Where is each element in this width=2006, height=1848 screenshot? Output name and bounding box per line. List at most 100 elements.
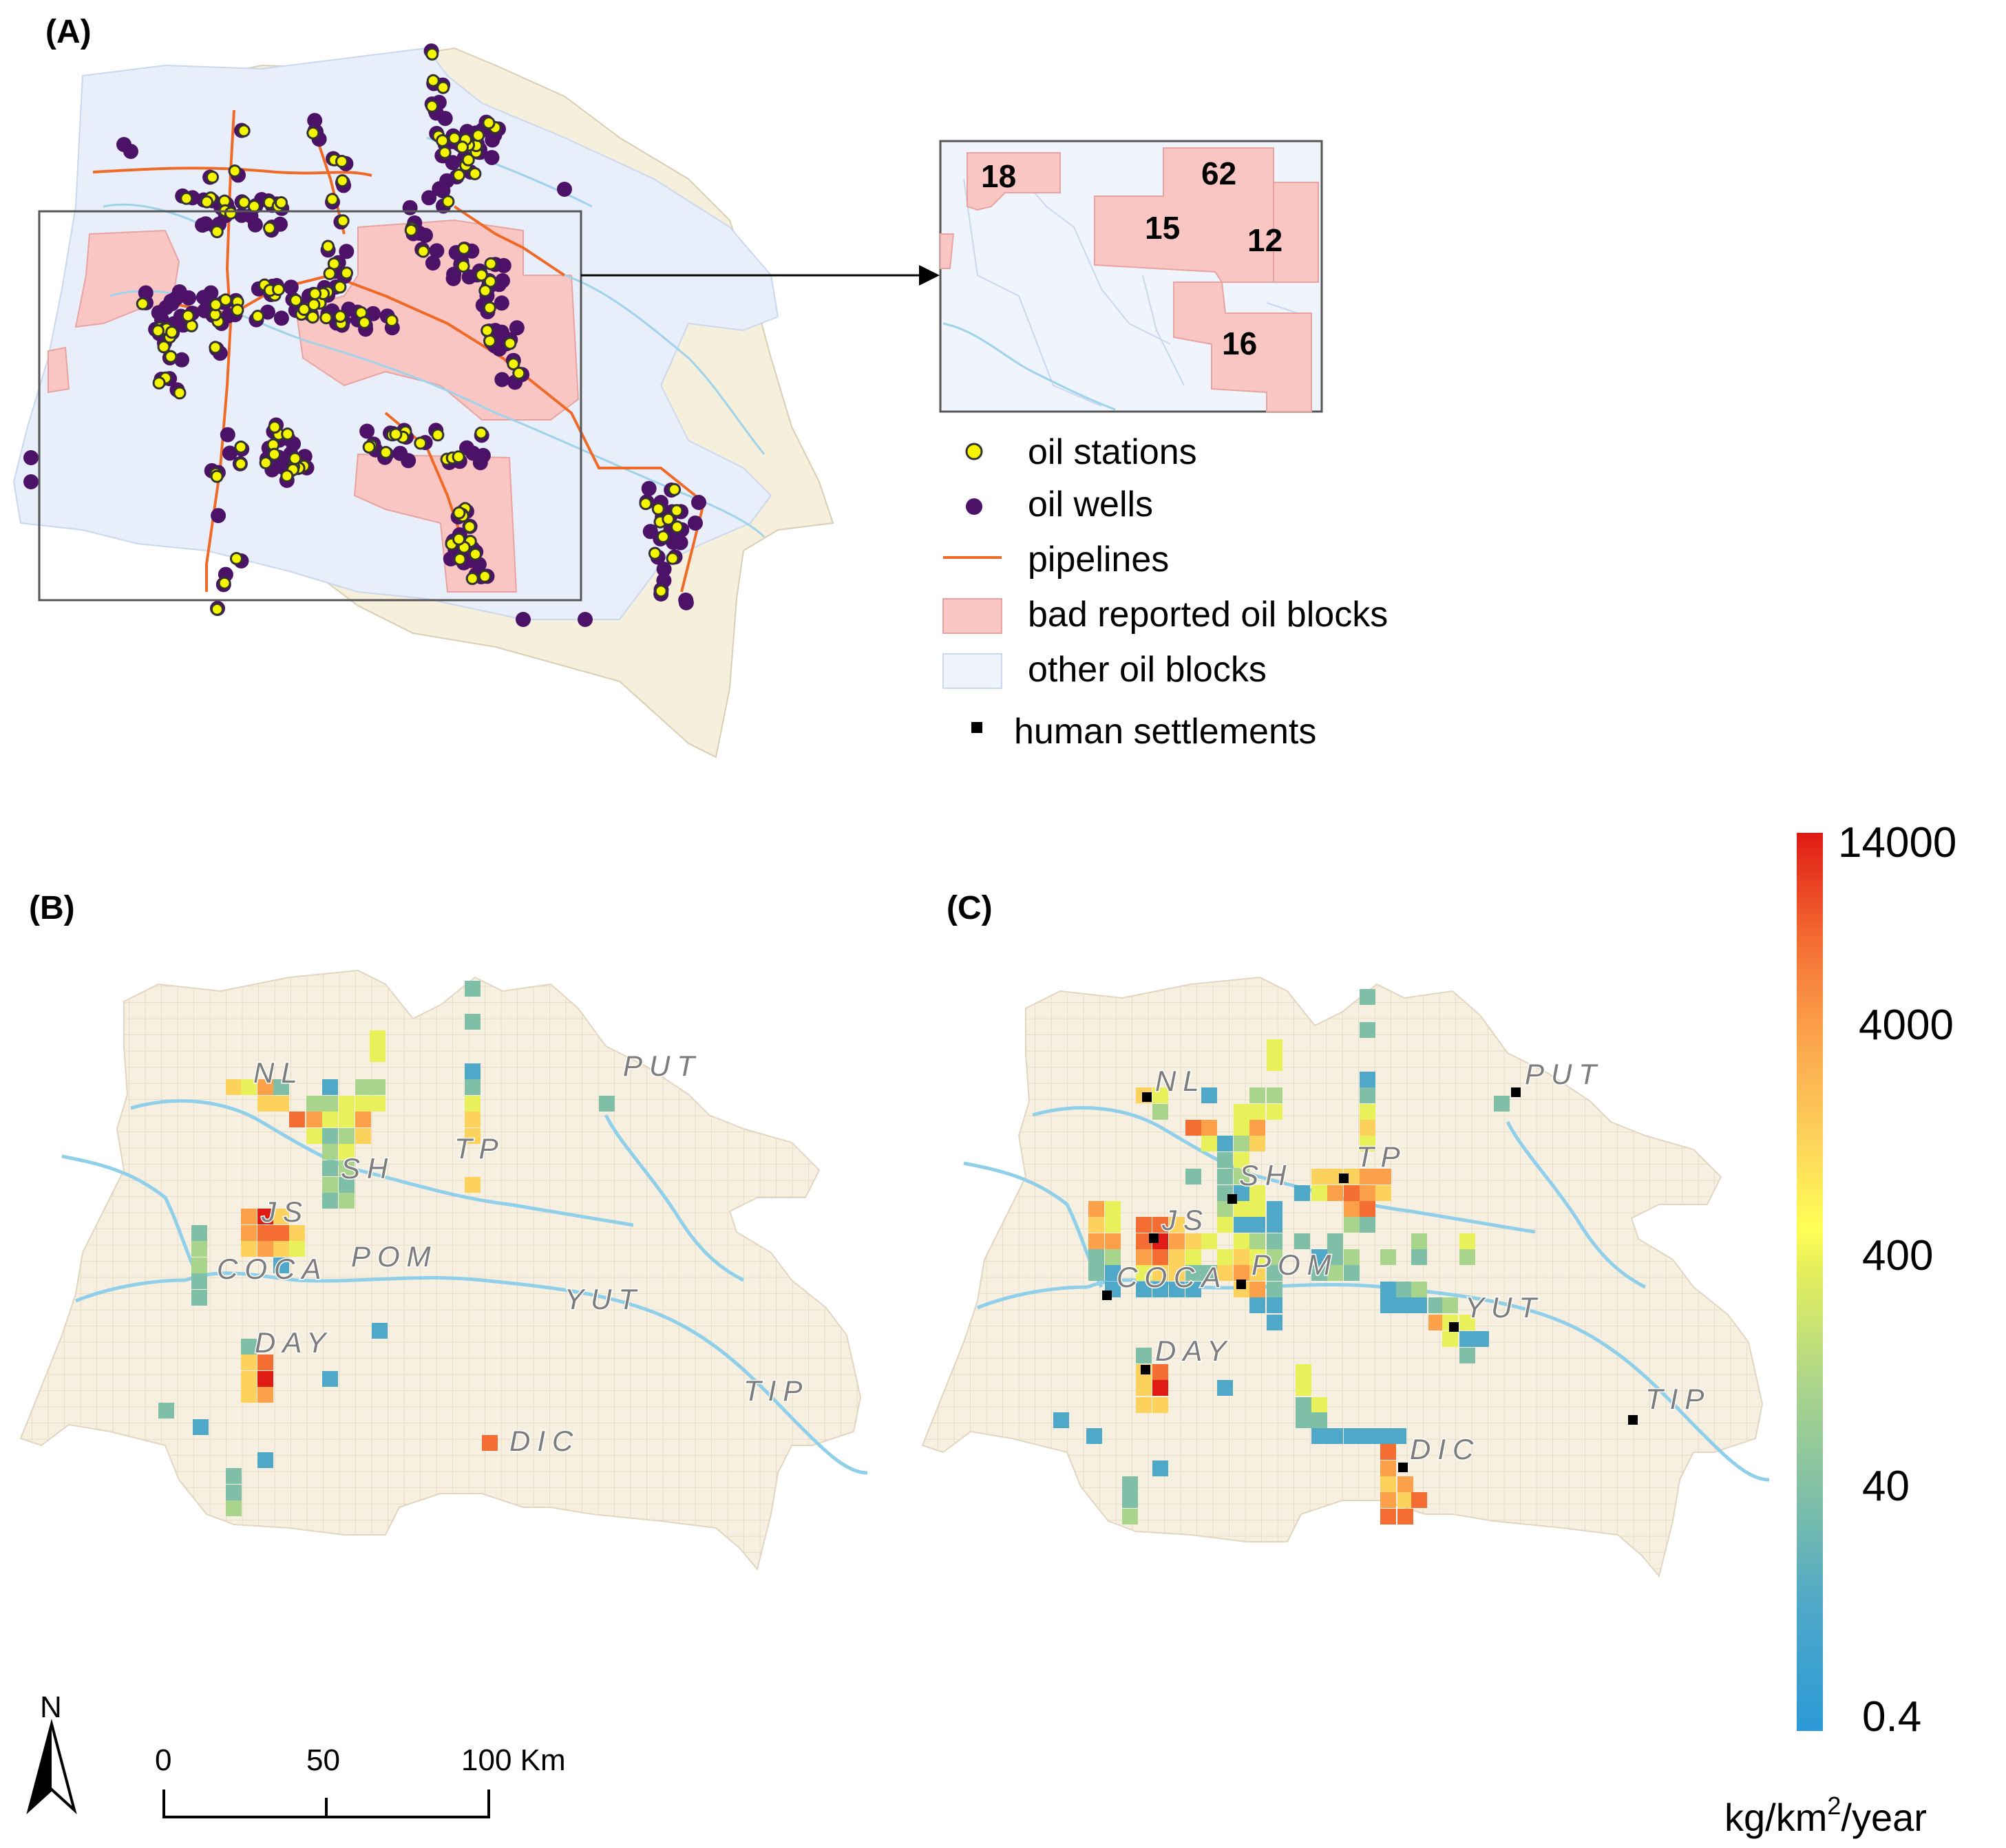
emission-cell xyxy=(1152,1217,1168,1233)
colorbar-tick-4000: 4000 xyxy=(1859,1001,1954,1049)
emission-cell xyxy=(1360,1136,1375,1151)
oil-station-marker xyxy=(379,445,392,459)
oil-station-marker xyxy=(259,456,273,469)
place-label-sh: SH xyxy=(1239,1159,1293,1191)
oil-station-marker xyxy=(648,546,662,560)
emission-cell xyxy=(1234,1249,1249,1265)
colorbar-tick-14000: 14000 xyxy=(1838,819,1956,867)
settlement-marker xyxy=(1142,1092,1152,1102)
emission-cell xyxy=(1267,1104,1282,1120)
oil-station-marker xyxy=(308,287,322,301)
oil-well-marker xyxy=(23,474,39,489)
emission-cell xyxy=(1136,1217,1152,1233)
emission-cell xyxy=(273,1241,289,1257)
oil-station-marker xyxy=(307,298,321,312)
emission-cell xyxy=(257,1225,273,1241)
place-label-coca: COCA xyxy=(1117,1261,1227,1293)
emission-cell xyxy=(339,1096,355,1112)
emission-cell xyxy=(1201,1233,1217,1249)
emission-cell xyxy=(1185,1233,1201,1249)
oil-station-marker xyxy=(228,164,242,178)
block-label-18: 18 xyxy=(981,158,1016,194)
oil-station-marker xyxy=(469,547,482,561)
emission-cell xyxy=(257,1079,273,1095)
oil-station-marker xyxy=(200,195,213,209)
emission-cell xyxy=(482,1435,498,1451)
emission-cell xyxy=(1217,1249,1233,1265)
oil-station-marker xyxy=(503,337,517,350)
emission-cell xyxy=(1105,1265,1121,1281)
oil-station-marker xyxy=(180,191,193,205)
oil-station-marker xyxy=(333,280,347,294)
oil-station-marker xyxy=(656,530,670,544)
emission-cell xyxy=(1136,1380,1152,1396)
oil-station-marker xyxy=(206,170,219,184)
oil-station-marker xyxy=(281,427,295,441)
settlement-marker xyxy=(1398,1463,1408,1472)
oil-station-marker xyxy=(280,469,294,482)
oil-well-marker xyxy=(273,310,289,326)
emission-cell xyxy=(1360,1120,1375,1136)
emission-cell xyxy=(226,1485,242,1500)
emission-cell xyxy=(241,1339,257,1355)
emission-cell xyxy=(1169,1249,1185,1265)
emission-cell xyxy=(1136,1348,1152,1363)
scale-tick-100: 100 Km xyxy=(461,1743,566,1777)
emission-cell xyxy=(1152,1282,1168,1297)
emission-cell xyxy=(1234,1152,1249,1168)
emission-cell xyxy=(1360,1072,1375,1087)
emission-cell xyxy=(1327,1233,1343,1249)
emission-cell xyxy=(1396,1297,1412,1313)
emission-cell xyxy=(322,1371,338,1387)
oil-well-marker xyxy=(222,445,237,461)
emission-cell xyxy=(1267,1315,1282,1330)
emission-cell xyxy=(1105,1217,1121,1233)
emission-cell xyxy=(1360,1185,1375,1201)
oil-station-marker xyxy=(452,506,466,520)
emission-cell xyxy=(1375,1185,1391,1201)
emission-cell xyxy=(1152,1397,1168,1413)
emission-cell xyxy=(193,1419,209,1435)
emission-cell xyxy=(1088,1233,1104,1249)
oil-station-marker xyxy=(668,482,682,496)
emission-cell xyxy=(1088,1265,1104,1281)
oil-well-marker xyxy=(516,612,531,627)
legend-label-bad-blocks: bad reported oil blocks xyxy=(1028,595,1388,635)
emission-cell xyxy=(257,1096,273,1112)
oil-station-marker xyxy=(263,221,276,235)
panel-b-places: NL PUT SH TP JS COCA POM YUT DAY TIP DIC xyxy=(216,1049,803,1458)
place-label-coca: COCA xyxy=(217,1253,328,1285)
oil-station-marker xyxy=(639,497,653,511)
panel-b-rivers xyxy=(61,1099,868,1475)
oil-station-marker xyxy=(210,602,224,616)
emission-cell xyxy=(1459,1315,1475,1330)
oil-well-marker xyxy=(392,445,408,461)
oil-well-marker xyxy=(283,279,299,295)
emission-cell xyxy=(322,1128,338,1144)
emission-cell xyxy=(322,1177,338,1193)
settlement-marker xyxy=(1236,1279,1246,1289)
emission-cell xyxy=(1105,1249,1121,1265)
oil-well-marker xyxy=(472,455,488,471)
emission-cell xyxy=(1311,1265,1327,1281)
emission-cell xyxy=(1428,1315,1444,1330)
panel-b-cells xyxy=(158,981,615,1516)
oil-well-marker xyxy=(421,190,437,206)
oil-station-marker xyxy=(336,214,350,228)
panel-c-map: (C) NL PUT SH TP JS COCA POM YUT DAY TIP… xyxy=(921,890,1770,1578)
oil-well-marker xyxy=(23,450,39,465)
emission-cell xyxy=(599,1096,615,1112)
oil-station-marker xyxy=(474,268,488,282)
oil-station-marker xyxy=(224,206,237,220)
oil-station-marker xyxy=(289,293,303,307)
oil-station-marker xyxy=(654,584,668,598)
emission-cell xyxy=(1344,1201,1360,1217)
oil-station-marker xyxy=(209,341,222,354)
emission-cell xyxy=(1105,1233,1121,1249)
emission-cell xyxy=(1105,1201,1121,1217)
oil-station-marker xyxy=(468,167,482,180)
emission-cell xyxy=(191,1273,207,1289)
oil-station-marker xyxy=(321,240,335,253)
emission-cell xyxy=(158,1403,174,1419)
place-label-dic: DIC xyxy=(1410,1433,1480,1465)
